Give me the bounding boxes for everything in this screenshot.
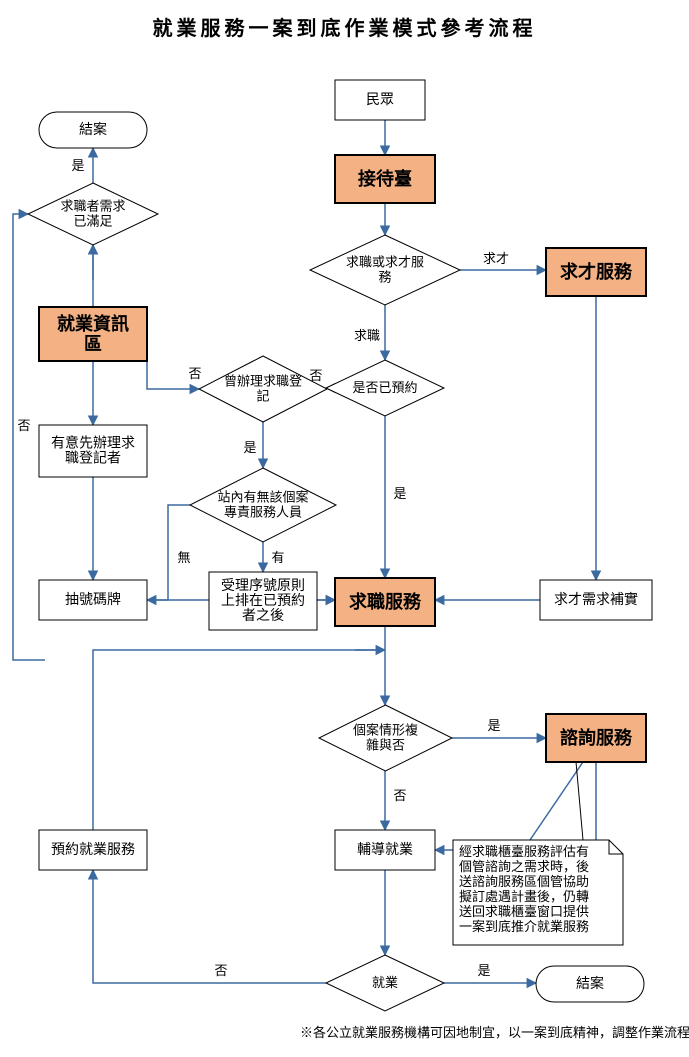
node-guidance: 輔導就業 xyxy=(335,830,435,870)
edge-label-e22: 否 xyxy=(214,963,227,978)
edge-label-e7: 否 xyxy=(188,366,201,381)
note-connector xyxy=(576,762,583,840)
node-label-recruit_needs: 求才需求補實 xyxy=(554,591,638,608)
node-d_complex: 個案情形複雜與否 xyxy=(319,705,452,771)
edge-label-e17: 是 xyxy=(487,718,500,733)
edge-e22 xyxy=(93,870,326,983)
edge-label-e25: 是 xyxy=(71,158,84,173)
node-d_employed: 就業 xyxy=(326,955,444,1011)
edge-label-e26: 否 xyxy=(17,418,30,433)
node-consult_service: 諮詢服務 xyxy=(546,714,646,762)
edge-e19 xyxy=(435,762,596,850)
edge-label-e18: 否 xyxy=(393,788,406,803)
node-label-d_employed: 就業 xyxy=(372,975,398,990)
edge-label-e4: 求職 xyxy=(354,328,380,343)
node-close_top: 結案 xyxy=(39,112,147,148)
node-label-jobseek_service: 求職服務 xyxy=(349,591,422,612)
footnote: ※各公立就業服務機構可因地制宜，以一案到底精神，調整作業流程 xyxy=(300,1025,689,1040)
node-reception: 接待臺 xyxy=(335,155,435,203)
node-wish_register: 有意先辦理求職登記者 xyxy=(39,425,147,477)
node-acceptance_note: 受理序號原則上排在已預約者之後 xyxy=(209,572,317,630)
node-start_person: 民眾 xyxy=(335,80,425,120)
node-close_bottom: 結案 xyxy=(536,966,644,1002)
note-box: 經求職櫃臺服務評估有個管諮詢之需求時，後送諮詢服務區個管協助擬訂處遇計畫後，仍轉… xyxy=(453,840,623,945)
node-d_reserved: 是否已預約 xyxy=(326,360,444,416)
edge-enote xyxy=(530,762,583,840)
node-recruit_needs: 求才需求補實 xyxy=(540,580,652,620)
edge-label-e8: 是 xyxy=(243,440,256,455)
node-label-d_has_case_staff: 站內有無該個案專責服務人員 xyxy=(217,490,308,520)
node-book_service: 預約就業服務 xyxy=(39,830,147,870)
edge-label-e21: 是 xyxy=(477,963,490,978)
node-recruit_service: 求才服務 xyxy=(546,248,646,296)
edge-label-e3: 求才 xyxy=(483,251,509,266)
page-title: 就業服務一案到底作業模式參考流程 xyxy=(153,16,537,40)
node-label-guidance: 輔導就業 xyxy=(357,842,413,858)
node-label-close_bottom: 結案 xyxy=(576,975,604,992)
node-info_area: 就業資訊區 xyxy=(39,307,147,361)
node-label-close_top: 結案 xyxy=(79,121,107,138)
node-label-d_reserved: 是否已預約 xyxy=(352,380,417,395)
node-label-start_person: 民眾 xyxy=(366,93,394,108)
node-label-ticket: 抽號碼牌 xyxy=(65,591,121,608)
node-label-reception: 接待臺 xyxy=(358,168,412,189)
node-jobseek_service: 求職服務 xyxy=(335,578,435,626)
node-d_need_satisfied: 求職者需求已滿足 xyxy=(28,183,158,245)
node-d_registered: 曾辦理求職登記 xyxy=(199,356,327,422)
node-d_has_case_staff: 站內有無該個案專責服務人員 xyxy=(190,468,336,542)
edge-label-e12: 無 xyxy=(177,550,190,565)
note-text: 經求職櫃臺服務評估有個管諮詢之需求時，後送諮詢服務區個管協助擬訂處遇計畫後，仍轉… xyxy=(459,844,589,934)
node-label-recruit_service: 求才服務 xyxy=(560,261,633,282)
edge-label-e11: 有 xyxy=(271,550,284,565)
edge-label-e6: 是 xyxy=(393,486,406,501)
node-ticket: 抽號碼牌 xyxy=(39,580,147,620)
node-label-consult_service: 諮詢服務 xyxy=(560,727,633,748)
node-d_service_type: 求職或求才服務 xyxy=(310,235,460,305)
node-label-book_service: 預約就業服務 xyxy=(51,842,135,858)
